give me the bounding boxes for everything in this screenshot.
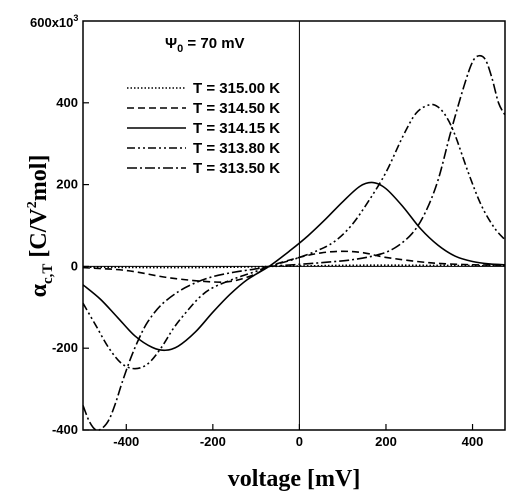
y-tick-label: 400: [56, 95, 78, 110]
x-tick-label: 200: [375, 434, 397, 449]
series-line-3: [82, 181, 506, 352]
series-line-4: [82, 103, 506, 370]
legend-label: T = 315.00 K: [193, 80, 280, 97]
y-axis-title: αc,T [C/V2mol]: [25, 155, 56, 298]
y-tick-label: -400: [52, 422, 78, 437]
series-line-1: [82, 264, 506, 269]
series-line-5: [82, 54, 506, 432]
y-tick-label: 0: [71, 258, 78, 273]
legend-label: T = 313.80 K: [193, 140, 280, 157]
plot-frame: [82, 20, 506, 431]
y-tick-label: -200: [52, 340, 78, 355]
x-tick-label: 400: [462, 434, 484, 449]
x-tick-label: 0: [296, 434, 303, 449]
x-axis-title: voltage [mV]: [228, 466, 361, 492]
legend: T = 315.00 K T = 314.50 K T = 314.15 K T = …: [127, 80, 280, 177]
legend-label: T = 314.15 K: [193, 120, 280, 137]
legend-label: T = 313.50 K: [193, 160, 280, 177]
psi-annotation: Ψ0 = 70 mV: [165, 35, 245, 55]
series-layer: [82, 54, 506, 432]
series-line-2: [82, 250, 506, 283]
legend-label: T = 314.50 K: [193, 100, 280, 117]
y-multiplier-label: 600x103: [30, 13, 78, 30]
x-tick-label: -400: [113, 434, 139, 449]
y-tick-label: 200: [56, 177, 78, 192]
x-tick-label: -200: [200, 434, 226, 449]
axis-ticks: -400 -200 0 200 400 -400 -200 0 200 400: [52, 95, 483, 449]
